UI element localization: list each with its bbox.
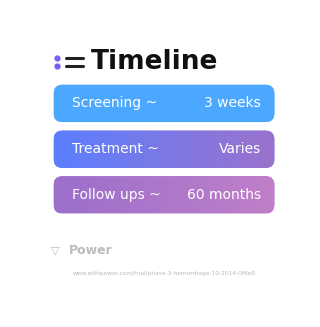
Text: Power: Power bbox=[68, 244, 112, 257]
FancyBboxPatch shape bbox=[54, 131, 274, 168]
Text: Varies: Varies bbox=[219, 142, 261, 156]
FancyBboxPatch shape bbox=[54, 85, 274, 122]
Text: ▽: ▽ bbox=[51, 246, 60, 256]
Text: www.withpower.com/trial/phase-3-hemorrhage-10-2014-0f6e8: www.withpower.com/trial/phase-3-hemorrha… bbox=[72, 271, 256, 276]
Text: Follow ups ~: Follow ups ~ bbox=[72, 188, 161, 202]
Text: Screening ~: Screening ~ bbox=[72, 96, 157, 111]
Text: 3 weeks: 3 weeks bbox=[204, 96, 261, 111]
Text: Treatment ~: Treatment ~ bbox=[72, 142, 159, 156]
FancyBboxPatch shape bbox=[54, 176, 274, 214]
Text: 60 months: 60 months bbox=[187, 188, 261, 202]
Text: Timeline: Timeline bbox=[91, 49, 218, 75]
